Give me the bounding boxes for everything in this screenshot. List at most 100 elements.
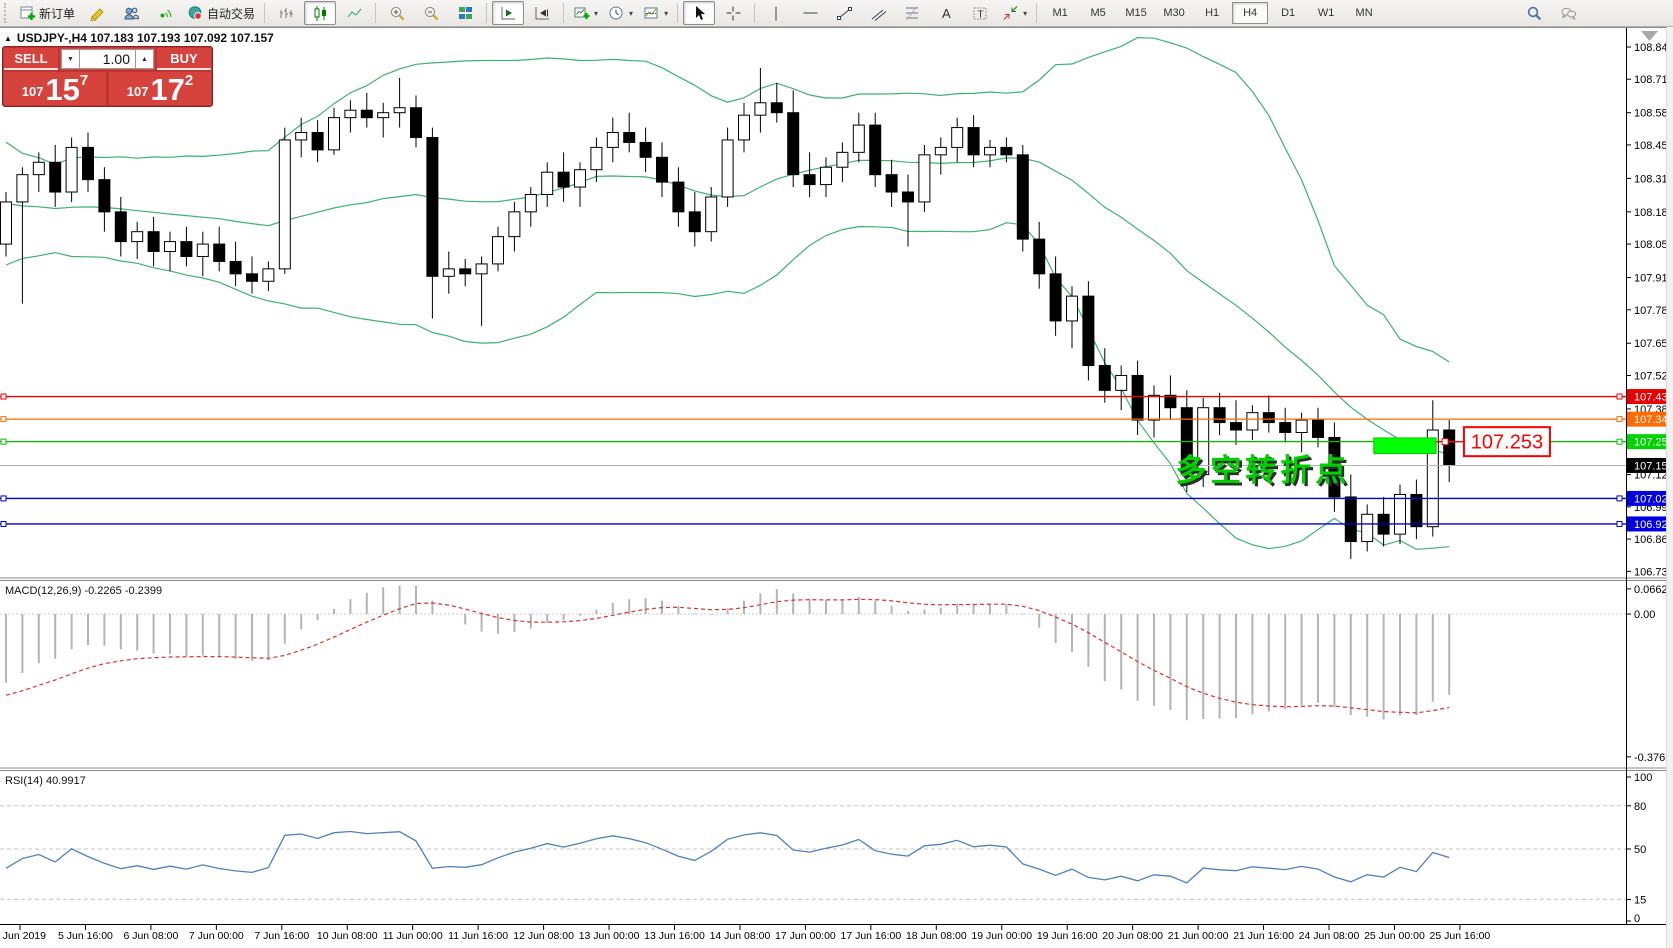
horizontal-line-button[interactable] — [794, 1, 826, 25]
new-order-button[interactable]: 新订单 — [15, 1, 79, 25]
chat-button[interactable] — [1552, 1, 1584, 25]
new-order-button-label: 新订单 — [39, 6, 76, 21]
crosshair-button[interactable] — [717, 1, 749, 25]
volume-increase-button[interactable]: ▲ — [135, 49, 154, 69]
collapse-panel-icon[interactable]: ▲ — [4, 33, 12, 43]
signals-button[interactable] — [149, 1, 181, 25]
scroll-to-end-marker — [1641, 31, 1658, 41]
price-tag-107.024 — [1627, 490, 1672, 506]
text-label-button[interactable]: T — [964, 1, 996, 25]
buy-price-main: 17 — [150, 71, 185, 107]
line-chart-mode-button[interactable] — [338, 1, 370, 25]
search-button[interactable] — [1518, 1, 1550, 25]
svg-text:106.860: 106.860 — [1634, 534, 1673, 546]
svg-text:20 Jun 08:00: 20 Jun 08:00 — [1102, 930, 1163, 942]
zoom-out-button[interactable] — [415, 1, 447, 25]
text-button[interactable]: A — [930, 1, 962, 25]
equidistant-channel-button[interactable] — [862, 1, 894, 25]
community-button[interactable] — [115, 1, 147, 25]
sell-button[interactable]: SELL — [4, 48, 58, 70]
one-click-trade-panel: SELL ▼ ▲ BUY 107 15 7 107 17 2 — [2, 46, 213, 107]
vertical-line-button[interactable] — [760, 1, 792, 25]
turning-point-annotation[interactable]: 多空转折点 — [1175, 453, 1350, 488]
dropdown-arrow-icon: ▾ — [629, 8, 634, 18]
chart-info-bar: ▲ USDJPY-,H4 107.183 107.193 107.092 107… — [4, 31, 274, 45]
chart-shift-button[interactable] — [526, 1, 558, 25]
sell-price-display[interactable]: 107 15 7 — [4, 72, 106, 105]
toolbar-separator — [264, 3, 266, 23]
timeframe-m5-button[interactable]: M5 — [1090, 7, 1106, 19]
timeframe-m15-button[interactable]: M15 — [1125, 7, 1147, 19]
buy-button[interactable]: BUY — [157, 48, 211, 70]
periods-button[interactable]: ▾ — [604, 1, 637, 25]
highlight-button[interactable] — [81, 1, 113, 25]
svg-text:0.0662: 0.0662 — [1634, 584, 1668, 596]
autotrade-icon — [187, 5, 204, 22]
timeframe-mn-button[interactable]: MN — [1355, 7, 1373, 19]
svg-text:12 Jun 08:00: 12 Jun 08:00 — [513, 930, 574, 942]
macd-pane[interactable] — [0, 585, 1626, 721]
price-tag-107.344 — [1627, 411, 1672, 427]
timeframe-d1-button[interactable]: D1 — [1281, 7, 1296, 19]
chart-plus-icon — [573, 5, 590, 22]
zoom-in-button[interactable] — [381, 1, 413, 25]
vertical-scrollbar[interactable] — [1666, 27, 1673, 948]
chart-info-text: USDJPY-,H4 107.183 107.193 107.092 107.1… — [16, 31, 274, 45]
timeframe-h1-button[interactable]: H1 — [1205, 7, 1220, 19]
svg-text:107.024: 107.024 — [1634, 493, 1673, 505]
price-axis[interactable]: 108.845 108.715 108.580 108.450 108.315 108.1… — [1626, 28, 1673, 925]
svg-text:108.715: 108.715 — [1634, 74, 1673, 86]
svg-text:15: 15 — [1634, 894, 1646, 906]
shift-icon — [534, 5, 551, 22]
price-callout-box[interactable] — [1462, 426, 1551, 458]
toolbar-separator — [1036, 3, 1038, 23]
timeframe-w1-button[interactable]: W1 — [1317, 7, 1335, 19]
volume-decrease-button[interactable]: ▼ — [61, 49, 80, 69]
svg-text:24 Jun 08:00: 24 Jun 08:00 — [1299, 930, 1360, 942]
candlestick-mode-button[interactable] — [304, 1, 337, 25]
arrows-button[interactable]: ▾ — [998, 1, 1031, 25]
rsi-pane[interactable] — [0, 805, 1626, 900]
svg-text:5 Jun 2019: 5 Jun 2019 — [0, 930, 46, 942]
svg-text:13 Jun 16:00: 13 Jun 16:00 — [644, 930, 705, 942]
time-axis[interactable]: 5 Jun 2019 5 Jun 16:00 6 Jun 08:00 7 Jun 00… — [0, 924, 1673, 943]
svg-text:13 Jun 00:00: 13 Jun 00:00 — [579, 930, 640, 942]
timeframe-m1-button[interactable]: M1 — [1052, 7, 1068, 19]
buy-price-prefix: 107 — [126, 84, 149, 99]
svg-text:14 Jun 08:00: 14 Jun 08:00 — [710, 930, 771, 942]
arrows-icon — [1002, 5, 1019, 22]
svg-text:107.435: 107.435 — [1634, 392, 1673, 404]
hline-icon — [802, 5, 819, 22]
templates-button[interactable]: ▾ — [639, 1, 672, 25]
bars-icon — [278, 5, 295, 22]
cursor-button[interactable] — [683, 1, 716, 25]
svg-text:7 Jun 16:00: 7 Jun 16:00 — [254, 930, 309, 942]
volume-input[interactable] — [80, 49, 135, 69]
auto-scroll-button[interactable] — [492, 1, 525, 25]
timeframe-m30-button[interactable]: M30 — [1163, 7, 1185, 19]
sell-price-sup: 7 — [79, 72, 89, 89]
chart-window[interactable]: 多空转折点 多空转折点 107.253 MACD(12,26,9) -0.2265 -… — [0, 27, 1673, 948]
green-highlight-box[interactable] — [1373, 437, 1437, 455]
labelT-icon: T — [972, 5, 989, 22]
svg-text:21 Jun 16:00: 21 Jun 16:00 — [1233, 930, 1294, 942]
channel-icon — [870, 5, 887, 22]
svg-text:107.253: 107.253 — [1471, 432, 1543, 454]
buy-price-display[interactable]: 107 17 2 — [109, 72, 211, 105]
bar-chart-mode-button[interactable] — [270, 1, 302, 25]
new-chart-button[interactable]: ▾ — [569, 1, 602, 25]
autotrading-button-label: 自动交易 — [207, 6, 256, 21]
svg-text:6 Jun 08:00: 6 Jun 08:00 — [123, 930, 178, 942]
trendline-button[interactable] — [828, 1, 860, 25]
svg-text:50: 50 — [1634, 844, 1646, 856]
autotrading-button[interactable]: 自动交易 — [183, 1, 259, 25]
sell-price-main: 15 — [45, 71, 80, 107]
timeframe-h4-button[interactable]: H4 — [1232, 2, 1269, 24]
svg-text:107.344: 107.344 — [1634, 414, 1673, 426]
tile-windows-button[interactable] — [449, 1, 481, 25]
toolbar-separator — [677, 3, 679, 23]
fibonacci-button[interactable] — [896, 1, 928, 25]
svg-text:107.520: 107.520 — [1634, 370, 1673, 382]
